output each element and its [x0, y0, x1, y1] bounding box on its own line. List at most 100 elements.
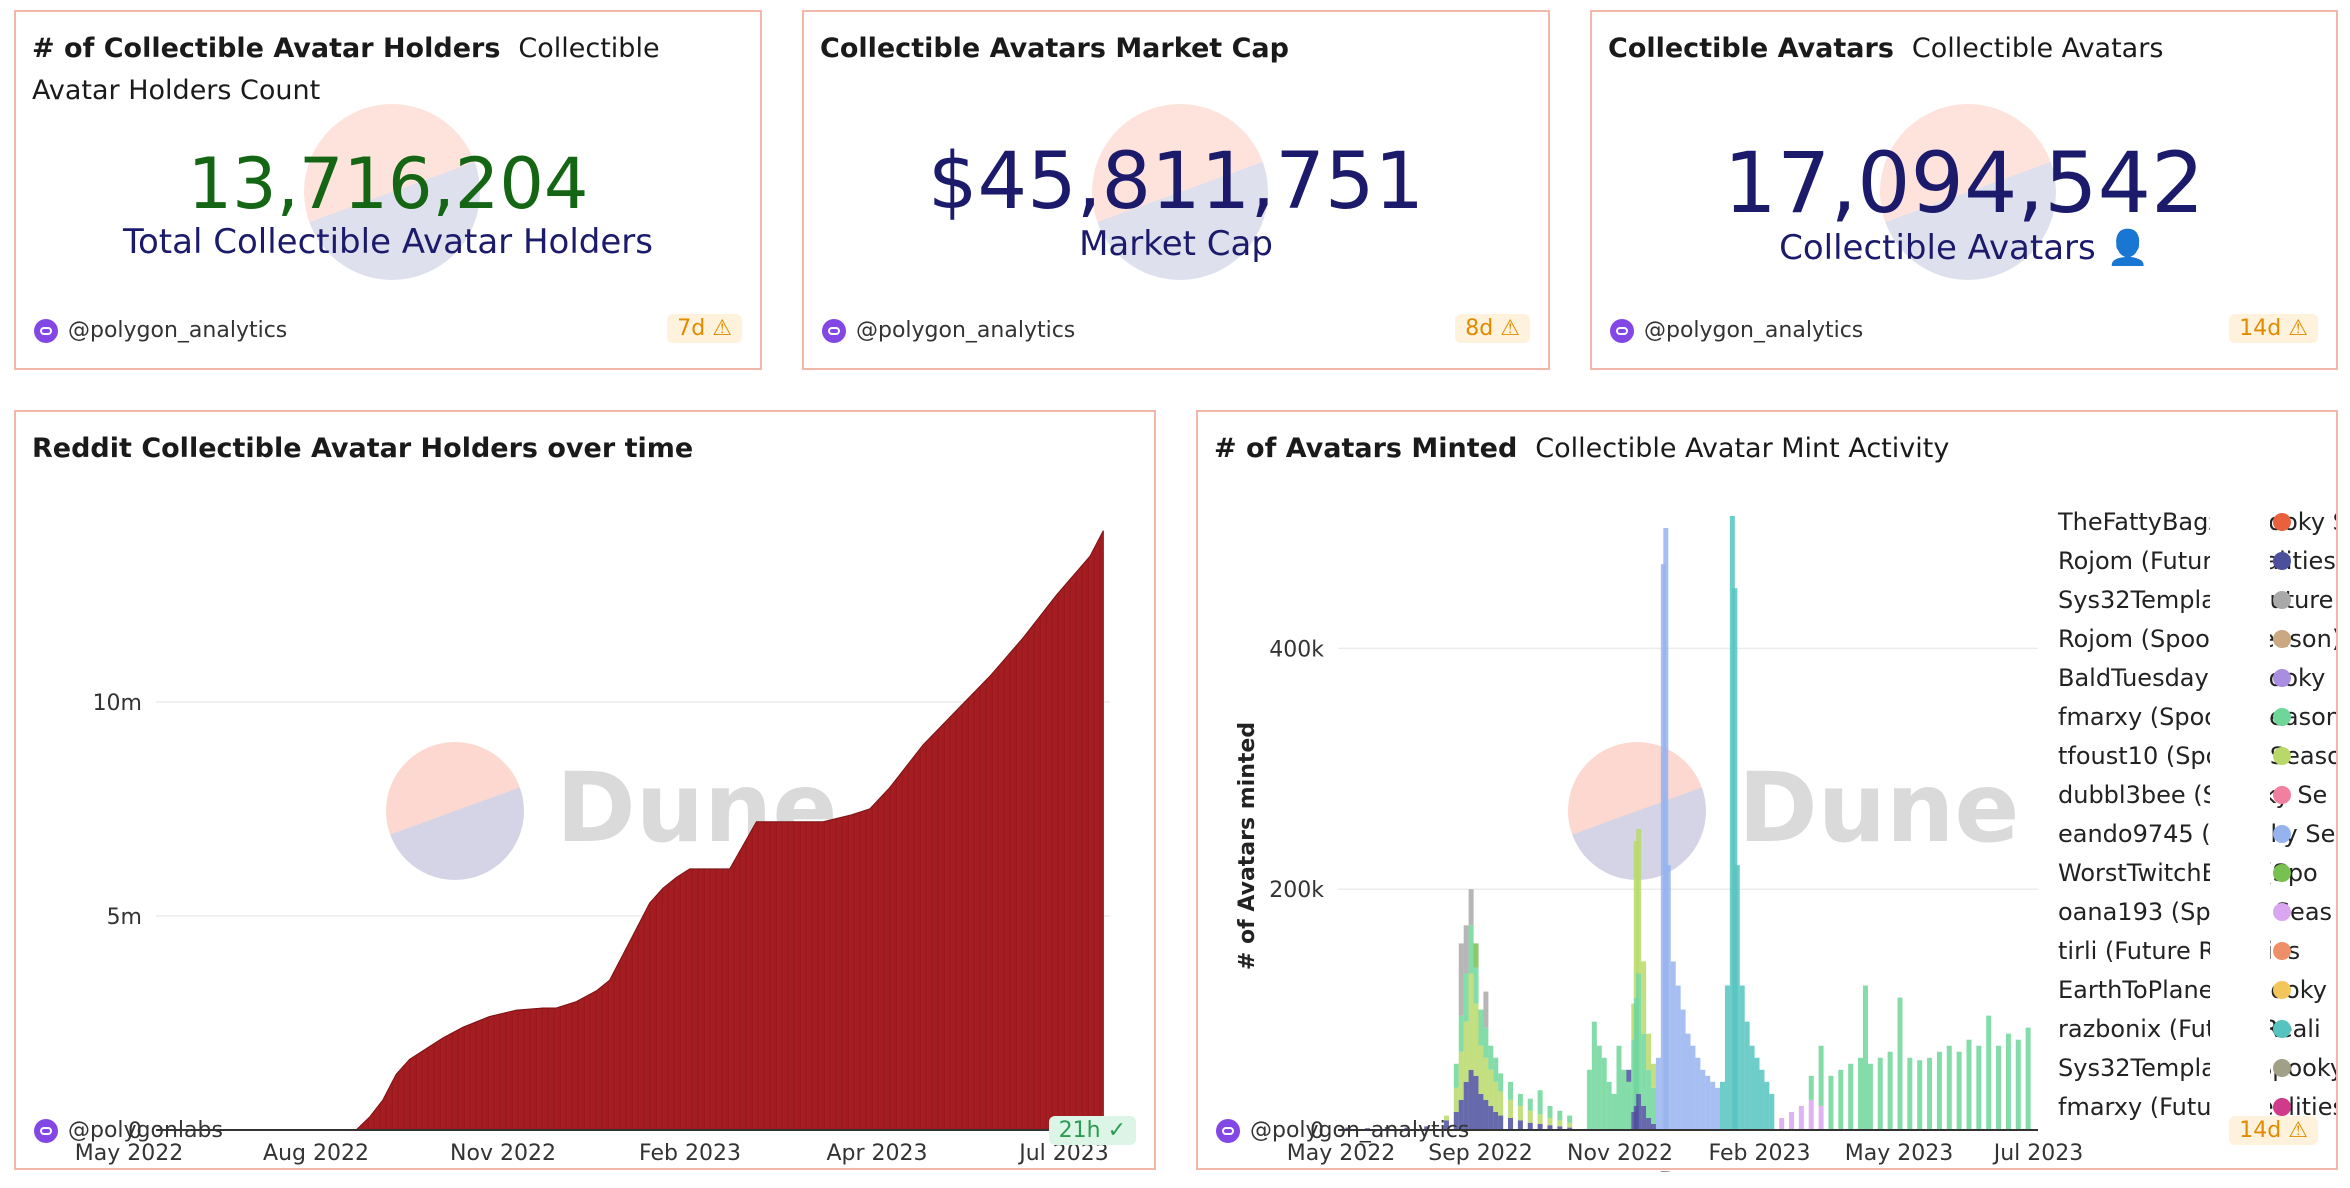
- author-link[interactable]: @polygon_analytics: [34, 318, 287, 343]
- holders-area-chart[interactable]: 0 5m 10m May 2022 Aug 2022 Nov 2022 Feb 2023 Ap…: [16, 472, 1154, 1172]
- holders-chart-card[interactable]: Reddit Collectible Avatar Holders over t…: [14, 410, 1156, 1170]
- author-name: @polygon_analytics: [68, 318, 288, 343]
- freshness-age: 8d: [1465, 316, 1494, 341]
- mint-bar: [1650, 1123, 1656, 1130]
- mint-bar: [1838, 1069, 1844, 1130]
- freshness-badge[interactable]: 8d ⚠: [1455, 314, 1530, 343]
- counter-card-avatars[interactable]: Collectible Avatars Collectible Avatars 1…: [1590, 10, 2338, 370]
- author-link[interactable]: @polygon_analytics: [822, 318, 1075, 343]
- card-subtitle: Collectible Avatars: [1911, 33, 2164, 64]
- x-tick-label: Aug 2022: [263, 1141, 369, 1166]
- mint-bar: [1927, 1057, 1933, 1130]
- mint-bar-chart[interactable]: 0 200k 400k # of Avatars minted May 2022 Sep …: [1198, 472, 2336, 1172]
- counter-card-holders[interactable]: # of Collectible Avatar Holders Collectib…: [14, 10, 762, 370]
- card-title-main: # of Collectible Avatar Holders: [32, 33, 501, 64]
- mint-bar: [1483, 1057, 1489, 1100]
- legend-mask: [2210, 543, 2270, 579]
- mint-bar: [1759, 1069, 1765, 1130]
- polygon-icon: [34, 318, 58, 343]
- x-tick-label: Nov 2022: [1567, 1141, 1673, 1166]
- mint-bar: [1680, 1009, 1686, 1130]
- mint-bar: [1547, 1125, 1553, 1130]
- freshness-badge[interactable]: 14d ⚠: [2229, 314, 2318, 343]
- card-subtitle: Collectible Avatar Holders Count: [32, 33, 660, 106]
- freshness-badge[interactable]: 7d ⚠: [667, 314, 742, 343]
- author-link[interactable]: @polygonlabs: [34, 1118, 223, 1143]
- mint-bar: [1567, 1122, 1573, 1128]
- mint-bar: [1611, 1093, 1617, 1130]
- mint-bar: [1488, 1069, 1494, 1106]
- legend-mask: [2210, 777, 2270, 813]
- legend-label: TheFattyBagz (Spooky Se: [2057, 508, 2336, 536]
- mint-chart-card[interactable]: # of Avatars Minted Collectible Avatar Mi…: [1196, 410, 2338, 1172]
- legend-swatch: [2273, 1020, 2291, 1038]
- mint-bar: [1537, 1090, 1543, 1115]
- mint-bar: [1641, 961, 1647, 1034]
- mint-bar: [1646, 1069, 1652, 1118]
- mint-bar: [1695, 1057, 1701, 1130]
- mint-bar: [1808, 1075, 1814, 1100]
- author-link[interactable]: @polygon_analytics: [1610, 318, 1863, 343]
- freshness-badge[interactable]: 21h ✓: [1048, 1116, 1136, 1145]
- freshness-age: 7d: [677, 316, 706, 341]
- x-tick-label: Apr 2023: [826, 1141, 927, 1166]
- mint-bar: [1739, 985, 1745, 1130]
- mint-bar: [1473, 943, 1479, 968]
- mint-bar: [1636, 829, 1642, 974]
- counter-label: Total Collectible Avatar Holders: [123, 222, 653, 262]
- mint-bar: [1478, 1093, 1484, 1130]
- mint-bar: [1956, 1051, 1962, 1130]
- x-tick-label: Feb 2023: [1709, 1141, 1811, 1166]
- mint-bar: [1458, 1015, 1464, 1052]
- mint-bar: [1675, 985, 1681, 1130]
- mint-bar: [1650, 1063, 1656, 1088]
- legend-mask: [2210, 738, 2270, 774]
- mint-bar: [1663, 528, 1669, 1130]
- mint-bar: [1517, 1120, 1523, 1130]
- legend-label: tfoust10 (Spooky Season): [2058, 742, 2336, 770]
- mint-bar: [1690, 1045, 1696, 1130]
- warning-icon: ⚠: [712, 316, 732, 341]
- mint-bar: [1655, 1057, 1661, 1130]
- mint-bar: [1636, 1093, 1642, 1130]
- legend-mask: [2210, 894, 2270, 930]
- mint-bar: [1754, 1057, 1760, 1130]
- mint-bar: [1468, 925, 1474, 974]
- x-tick-label: Jul 2023: [1017, 1141, 1109, 1166]
- mint-bar: [1996, 1045, 2002, 1130]
- x-tick-label: Sep 2022: [1428, 1141, 1532, 1166]
- author-link[interactable]: @polygon_analytics: [1216, 1118, 1469, 1143]
- mint-bar: [1789, 1111, 1795, 1130]
- mint-bar: [1862, 985, 1868, 1130]
- mint-bar: [1547, 1117, 1553, 1126]
- legend-label: Sys32Template (Future: [2058, 586, 2333, 614]
- legend-mask: [2210, 621, 2270, 657]
- dune-logo-icon: [1092, 104, 1268, 280]
- counter-card-market-cap[interactable]: Collectible Avatars Market Cap $45,811,7…: [802, 10, 1550, 370]
- holders-area: [156, 530, 1104, 1131]
- legend-mask: [2210, 699, 2270, 735]
- freshness-badge[interactable]: 14d ⚠: [2229, 1116, 2318, 1145]
- y-tick-label: 200k: [1269, 878, 1324, 903]
- card-title: Reddit Collectible Avatar Holders over t…: [32, 428, 711, 470]
- dune-logo-icon: [304, 104, 480, 280]
- legend-swatch: [2273, 747, 2291, 765]
- mint-bar: [1828, 1075, 1834, 1130]
- mint-bar: [1685, 1033, 1691, 1130]
- mint-bar: [1458, 1099, 1464, 1130]
- legend-label: Sys32Template (Spooky: [2058, 1054, 2336, 1082]
- warning-icon: ⚠: [2288, 1118, 2308, 1143]
- legend-swatch: [2273, 669, 2291, 687]
- mint-bar: [1596, 1045, 1602, 1130]
- mint-bar: [1458, 1051, 1464, 1100]
- mint-bar: [1646, 1117, 1652, 1130]
- mint-bar: [1488, 1105, 1494, 1130]
- mint-bar: [1887, 1051, 1893, 1130]
- mint-bar: [1453, 1063, 1459, 1088]
- polygon-icon: [1610, 318, 1634, 343]
- legend: TheFattyBagz (Spooky Se Rojom (Future Rea…: [2057, 508, 2336, 1121]
- card-title: Collectible Avatars Collectible Avatars: [1608, 28, 2163, 70]
- polygon-icon: [34, 1118, 58, 1143]
- x-tick-label: May 2022: [1287, 1141, 1395, 1166]
- mint-bar: [1976, 1045, 1982, 1130]
